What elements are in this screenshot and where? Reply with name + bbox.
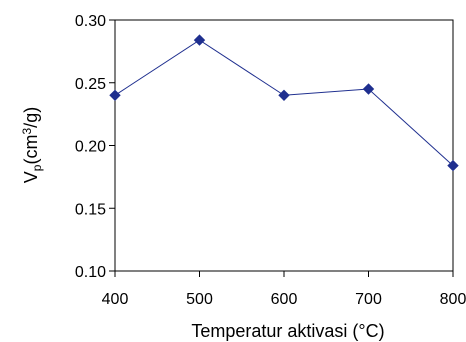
y-tick-label: 0.30 <box>75 13 106 30</box>
y-axis-title-unit-sup: 3 <box>20 128 34 135</box>
series-line <box>114 39 454 166</box>
x-tick-label: 600 <box>271 291 298 308</box>
x-axis-title: Temperatur aktivasi (°C) <box>191 321 384 341</box>
y-axis-ticks: 0.10 0.15 0.20 0.25 0.30 <box>75 13 115 281</box>
y-axis-title-sub: p <box>30 164 44 171</box>
y-axis-title-unit-open: (cm <box>21 135 41 165</box>
series-layer <box>109 34 459 172</box>
x-tick-label: 500 <box>186 291 213 308</box>
data-point <box>278 89 290 102</box>
x-tick-label: 700 <box>355 291 382 308</box>
data-point <box>362 83 375 95</box>
y-tick-label: 0.20 <box>75 139 106 156</box>
plot-frame <box>114 19 454 272</box>
y-axis-title: Vp(cm3/g) <box>20 107 44 183</box>
y-tick-label: 0.15 <box>75 201 106 218</box>
data-point <box>447 159 459 172</box>
x-tick-label: 400 <box>102 291 129 308</box>
data-point <box>193 34 206 46</box>
x-axis-ticks: 400 500 600 700 800 <box>102 271 466 308</box>
y-axis-title-unit-close: /g) <box>21 107 41 128</box>
y-tick-label: 0.25 <box>75 76 106 93</box>
y-axis-title-main: V <box>21 171 41 183</box>
x-tick-label: 800 <box>440 291 466 308</box>
y-tick-label: 0.10 <box>75 264 106 281</box>
plot-area <box>114 19 454 272</box>
data-point <box>109 89 121 102</box>
